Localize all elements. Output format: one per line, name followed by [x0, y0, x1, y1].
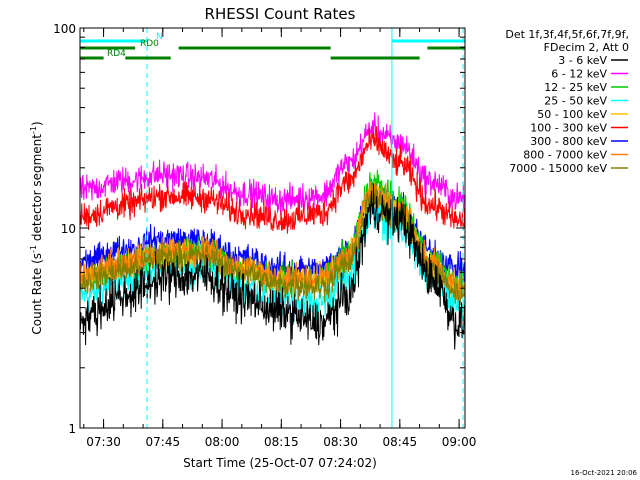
y-axis-label-sup2: -1	[29, 126, 38, 134]
legend-item-label: 100 - 300 keV	[530, 122, 607, 135]
y-axis-label-sup1: -1	[29, 245, 38, 253]
x-tick-label: 07:45	[146, 435, 181, 449]
y-axis-label-mid: detector segment	[30, 134, 44, 245]
y-axis-label: Count Rate (s-1 detector segment-1)	[29, 121, 44, 334]
legend-item-label: 3 - 6 keV	[558, 54, 607, 67]
legend-item-label: 12 - 25 keV	[544, 81, 607, 94]
legend-item-label: 800 - 7000 keV	[523, 149, 607, 162]
state-bar-label: RD4	[107, 49, 126, 59]
legend-item-label: 300 - 800 keV	[530, 135, 607, 148]
x-tick-label: 08:15	[264, 435, 299, 449]
legend-item-label: 6 - 12 keV	[551, 68, 607, 81]
state-bar-label: N	[156, 32, 163, 42]
series-line-0	[80, 183, 465, 350]
y-tick-label: 1	[68, 422, 76, 436]
legend-item-label: 7000 - 15000 keV	[509, 162, 607, 175]
legend-item-label: 50 - 100 keV	[537, 108, 607, 121]
x-tick-label: 09:00	[442, 435, 477, 449]
legend-item-label: 25 - 50 keV	[544, 95, 607, 108]
render-timestamp: 16-Oct-2021 20:06	[571, 469, 638, 477]
y-axis-label-main: Count Rate (s	[30, 253, 44, 335]
legend-header-line1: Det 1f,3f,4f,5f,6f,7f,9f,	[505, 28, 629, 41]
state-bar-label: RD0	[140, 39, 159, 49]
y-axis: 1 10 100	[53, 22, 465, 436]
y-tick-label: 100	[53, 22, 76, 36]
series-layer	[80, 112, 465, 350]
x-axis: 07:30 07:45 08:00 08:15 08:30 08:45 09:00	[83, 28, 477, 449]
x-axis-label: Start Time (25-Oct-07 07:24:02)	[183, 456, 377, 470]
series-line-5	[80, 126, 465, 234]
y-axis-label-end: )	[30, 121, 44, 126]
chart-title: RHESSI Count Rates	[205, 5, 356, 23]
x-tick-label: 08:00	[205, 435, 240, 449]
legend: Det 1f,3f,4f,5f,6f,7f,9f, FDecim 2, Att …	[505, 28, 629, 175]
legend-header-line2: FDecim 2, Att 0	[544, 41, 629, 54]
x-tick-label: 08:45	[383, 435, 418, 449]
y-tick-label: 10	[61, 222, 76, 236]
x-tick-label: 07:30	[86, 435, 121, 449]
x-tick-label: 08:30	[323, 435, 358, 449]
